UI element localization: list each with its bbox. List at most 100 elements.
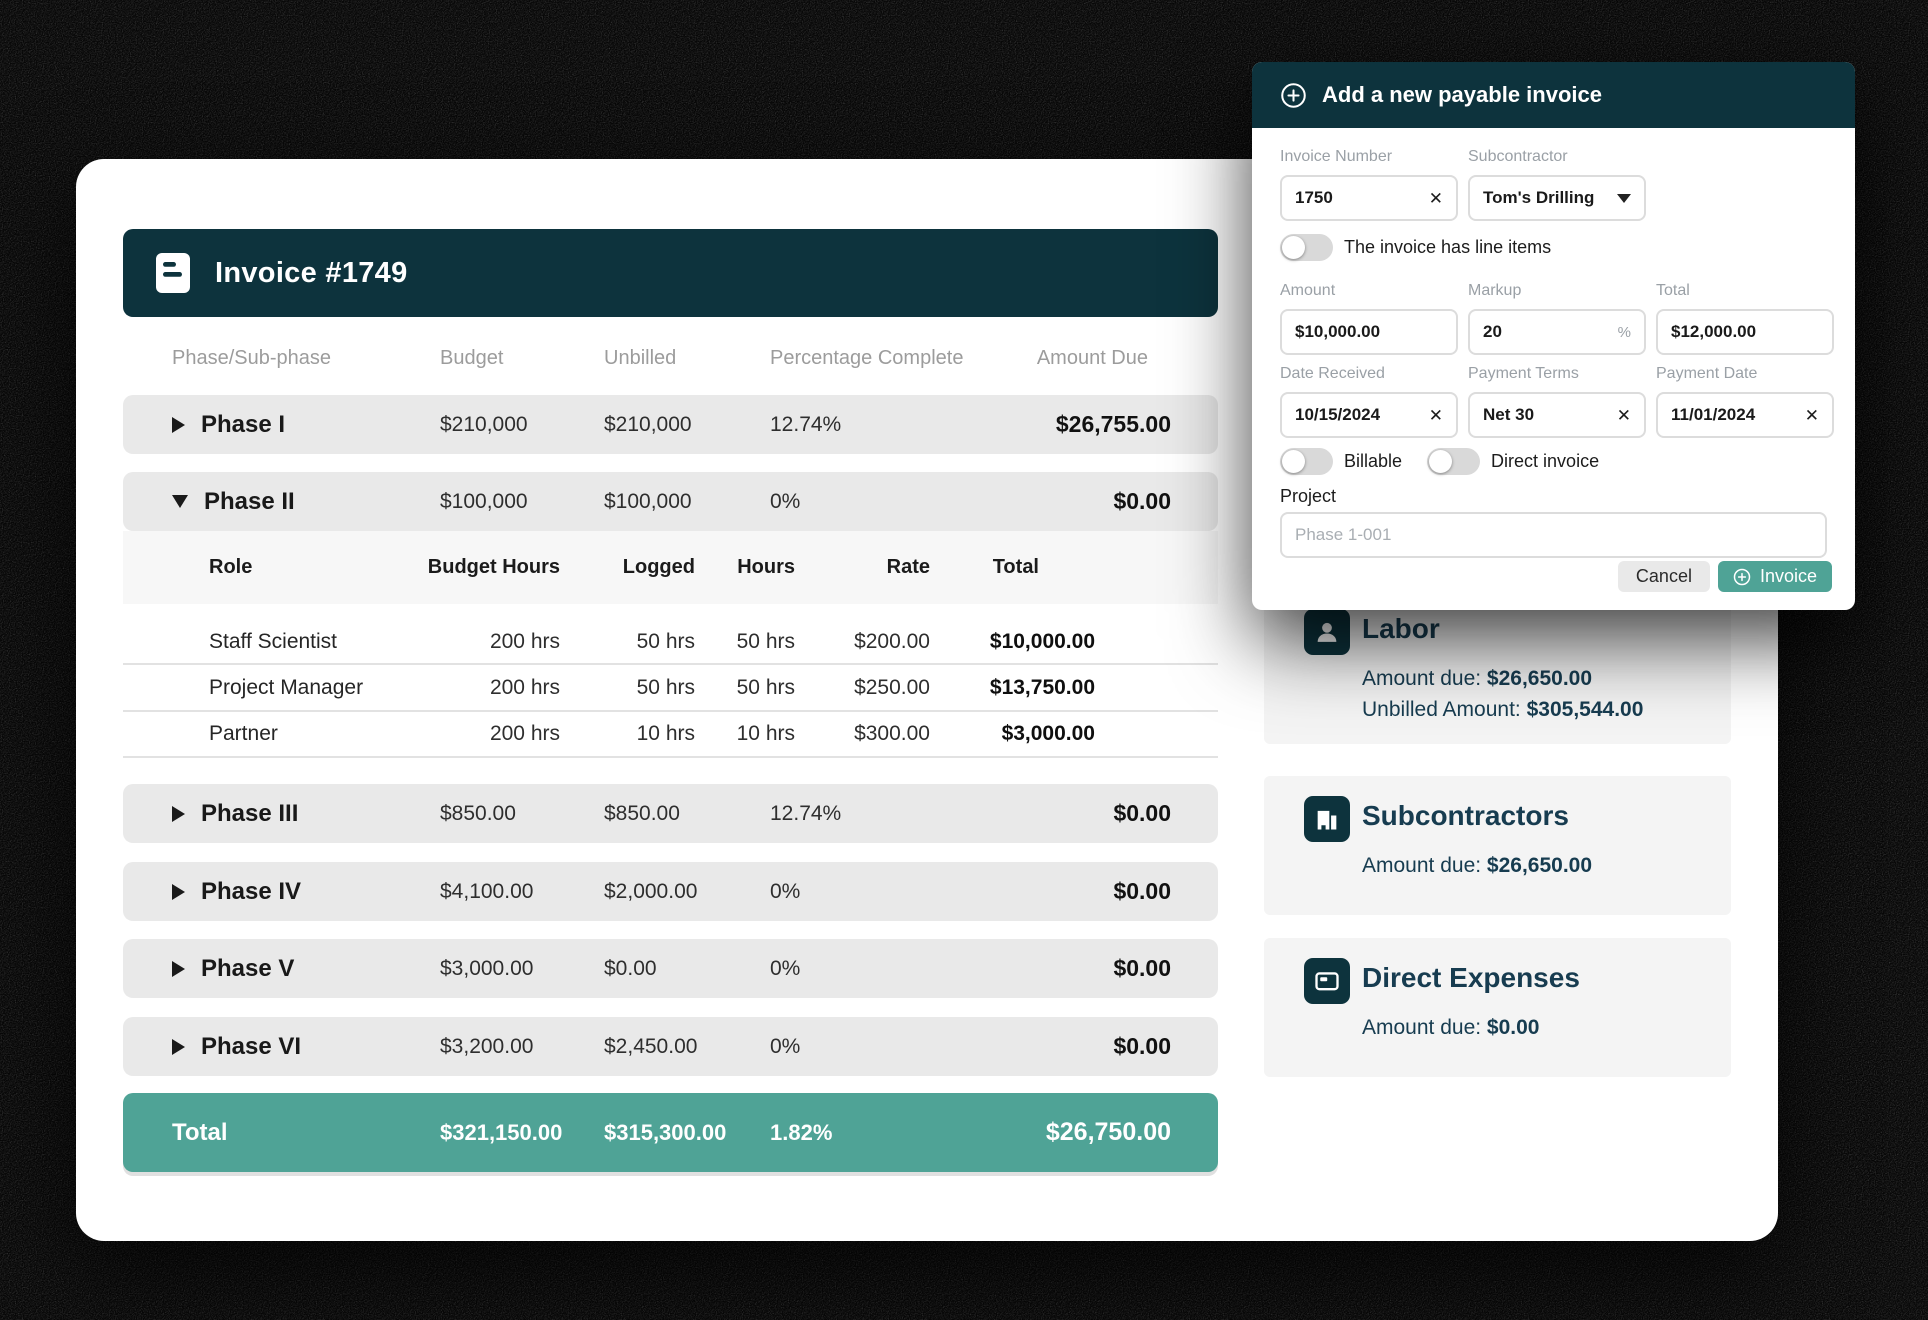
- phase-pct: 12.74%: [770, 801, 842, 825]
- phase-budget: $4,100.00: [440, 879, 534, 903]
- role-value: 10 hrs: [636, 722, 695, 745]
- phase-row[interactable]: Phase I $210,000 $210,000 12.74% $26,755.00: [123, 395, 1218, 454]
- payment-date-value[interactable]: [1671, 405, 1797, 425]
- project-input[interactable]: [1280, 512, 1827, 558]
- phase-name-cell: Phase V: [172, 955, 440, 983]
- invoice-number-value[interactable]: [1295, 188, 1421, 208]
- phase-name-cell: Phase II: [172, 488, 440, 516]
- date-received-field: Date Received ✕: [1280, 365, 1458, 438]
- dropdown-arrow-icon: [1617, 193, 1631, 203]
- plus-circle-icon: [1281, 82, 1306, 108]
- collapse-caret-icon[interactable]: [172, 495, 188, 508]
- total-input[interactable]: [1656, 309, 1834, 355]
- summary-card-subcontractors: Subcontractors Amount due: $26,650.00: [1264, 776, 1731, 915]
- invoice-submit-button[interactable]: Invoice: [1717, 561, 1832, 592]
- payment-terms-label: Payment Terms: [1468, 365, 1579, 382]
- summary-lines: Amount due: $26,650.00: [1362, 850, 1592, 881]
- total-value[interactable]: [1671, 322, 1819, 342]
- payment-date-input[interactable]: ✕: [1656, 392, 1834, 438]
- clear-icon[interactable]: ✕: [1428, 188, 1443, 208]
- date-received-input[interactable]: ✕: [1280, 392, 1458, 438]
- role-value: 50 hrs: [736, 629, 795, 653]
- phase-row[interactable]: Phase VI $3,200.00 $2,450.00 0% $0.00: [123, 1017, 1218, 1076]
- direct-invoice-toggle[interactable]: [1427, 448, 1481, 475]
- modal-actions: Cancel Invoice: [1617, 561, 1832, 592]
- payment-terms-input[interactable]: ✕: [1468, 392, 1646, 438]
- cancel-button[interactable]: Cancel: [1617, 561, 1710, 592]
- modal-header: Add a new payable invoice: [1252, 62, 1855, 128]
- expand-caret-icon[interactable]: [172, 883, 185, 900]
- phase-name: Phase I: [201, 410, 286, 438]
- phase-amount-due: $0.00: [1113, 1033, 1171, 1059]
- total-field: Total: [1656, 282, 1834, 355]
- role-total: $3,000.00: [1001, 722, 1095, 745]
- project-value[interactable]: [1295, 525, 1812, 545]
- phase-budget: $850.00: [440, 801, 516, 825]
- summary-line: Amount due: $26,650.00: [1362, 663, 1643, 694]
- clear-icon[interactable]: ✕: [1804, 405, 1819, 425]
- column-header: Percentage Complete: [770, 346, 964, 369]
- phase-name-cell: Phase I: [172, 411, 440, 439]
- date-received-label: Date Received: [1280, 365, 1385, 382]
- line-items-toggle[interactable]: [1280, 234, 1333, 261]
- markup-input[interactable]: %: [1468, 309, 1646, 355]
- phase-unbilled: $850.00: [604, 801, 680, 825]
- toggle-knob: [1429, 450, 1453, 473]
- table-column-headers: Phase/Sub-phase Budget Unbilled Percentage …: [123, 339, 1218, 377]
- phase-unbilled: $2,000.00: [604, 879, 698, 903]
- role-column-header: Budget Hours: [427, 556, 560, 578]
- phase-row[interactable]: Phase III $850.00 $850.00 12.74% $0.00: [123, 784, 1218, 843]
- phase-amount-due: $0.00: [1113, 800, 1171, 826]
- billable-toggle[interactable]: [1280, 448, 1333, 475]
- role-value: 50 hrs: [636, 629, 695, 653]
- summary-lines: Amount due: $26,650.00 Unbilled Amount: $…: [1362, 663, 1643, 725]
- expand-caret-icon[interactable]: [172, 416, 185, 433]
- role-value: 200 hrs: [489, 722, 560, 745]
- phase-name: Phase IV: [201, 877, 302, 905]
- expand-caret-icon[interactable]: [172, 805, 185, 822]
- invoice-number-input[interactable]: ✕: [1280, 175, 1458, 221]
- payment-terms-value[interactable]: [1483, 405, 1609, 425]
- phase-row[interactable]: Phase V $3,000.00 $0.00 0% $0.00: [123, 939, 1218, 998]
- role-row: Project Manager 200 hrs 50 hrs 50 hrs $250.0…: [123, 665, 1218, 712]
- clear-icon[interactable]: ✕: [1428, 405, 1443, 425]
- summary-line: Amount due: $26,650.00: [1362, 850, 1592, 881]
- project-label: Project: [1280, 486, 1337, 506]
- total-label: Total: [172, 1118, 228, 1146]
- role-value: 50 hrs: [736, 675, 795, 699]
- invoice-number-field: Invoice Number ✕: [1280, 148, 1458, 221]
- role-name: Project Manager: [209, 675, 364, 699]
- date-received-value[interactable]: [1295, 405, 1421, 425]
- invoice-card-header: Invoice #1749: [123, 229, 1218, 317]
- receipt-icon: [156, 253, 190, 293]
- expand-caret-icon[interactable]: [172, 960, 185, 977]
- subcontractor-field: Subcontractor Tom's Drilling: [1468, 148, 1646, 221]
- payment-date-field: Payment Date ✕: [1656, 365, 1834, 438]
- toggle-knob: [1282, 450, 1305, 473]
- percent-suffix: %: [1617, 323, 1631, 341]
- expand-caret-icon[interactable]: [172, 1038, 185, 1055]
- phase-row[interactable]: Phase II $100,000 $100,000 0% $0.00: [123, 472, 1218, 531]
- role-value: $200.00: [854, 629, 930, 653]
- role-value: $300.00: [854, 722, 930, 745]
- column-header: Unbilled: [604, 346, 677, 369]
- markup-field: Markup %: [1468, 282, 1646, 355]
- phase-name: Phase II: [204, 487, 295, 515]
- summary-title: Subcontractors: [1362, 800, 1569, 831]
- phase-row[interactable]: Phase IV $4,100.00 $2,000.00 0% $0.00: [123, 862, 1218, 921]
- phase-unbilled: $210,000: [604, 412, 692, 436]
- role-total: $13,750.00: [989, 675, 1095, 699]
- clear-icon[interactable]: ✕: [1616, 405, 1631, 425]
- total-budget: $321,150.00: [440, 1119, 563, 1145]
- subcontractor-select[interactable]: Tom's Drilling: [1468, 175, 1646, 221]
- phase-pct: 12.74%: [770, 412, 842, 436]
- direct-invoice-label: Direct invoice: [1491, 451, 1600, 471]
- phase-name: Phase VI: [201, 1032, 302, 1060]
- markup-value[interactable]: [1483, 322, 1610, 342]
- total-label: Total: [1656, 282, 1690, 299]
- column-header: Phase/Sub-phase: [172, 346, 332, 369]
- amount-value[interactable]: [1295, 322, 1443, 342]
- amount-input[interactable]: [1280, 309, 1458, 355]
- add-invoice-modal: Add a new payable invoice Invoice Number…: [1252, 62, 1855, 610]
